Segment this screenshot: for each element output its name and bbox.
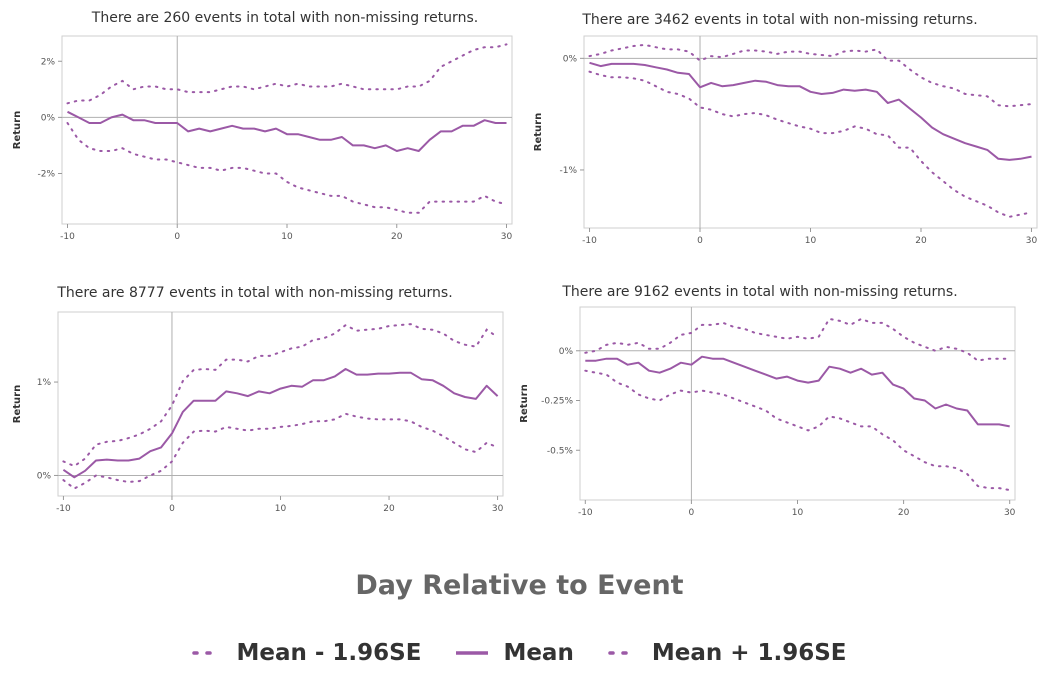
series-line-lower <box>66 122 508 214</box>
x-tick-label: 20 <box>898 508 910 518</box>
y-axis-label: Return <box>519 384 530 422</box>
series-line-mean <box>589 61 1032 161</box>
y-tick-label: 2% <box>41 57 56 67</box>
series-line-upper <box>62 323 499 468</box>
y-axis-label: Return <box>533 113 544 151</box>
legend-label-lower: Mean - 1.96SE <box>236 640 422 666</box>
series-line-upper <box>66 43 508 105</box>
series-line-mean <box>67 110 507 152</box>
legend: Mean - 1.96SE Mean Mean + 1.96SE <box>0 640 1039 666</box>
x-tick-label: -10 <box>582 236 597 246</box>
x-tick-label: 20 <box>391 232 403 242</box>
y-tick-label: -0.25% <box>541 397 573 407</box>
plot-frame <box>61 35 513 225</box>
x-tick-label: 0 <box>174 232 180 242</box>
x-tick-label: -10 <box>56 504 71 514</box>
x-tick-label: 30 <box>1026 236 1038 246</box>
y-axis-label: Return <box>12 111 23 149</box>
y-axis-label: Return <box>12 385 23 423</box>
x-tick-label: 0 <box>169 504 175 514</box>
series-line-lower <box>62 412 499 490</box>
x-tick-label: -10 <box>578 508 593 518</box>
legend-swatch-dotted-upper <box>608 648 638 658</box>
chart-panel-1: There are 260 events in total with non-m… <box>12 10 513 242</box>
series-line-upper <box>588 43 1033 108</box>
x-tick-label: 30 <box>501 232 513 242</box>
series-line-upper <box>584 317 1011 362</box>
x-tick-label: -10 <box>60 232 75 242</box>
chart-panel-3: There are 8777 events in total with non-… <box>12 285 504 514</box>
y-tick-label: -1% <box>559 166 577 176</box>
y-tick-label: -0.5% <box>547 446 574 456</box>
chart-title: There are 260 events in total with non-m… <box>91 10 478 26</box>
x-tick-label: 10 <box>281 232 293 242</box>
y-tick-label: 1% <box>37 378 52 388</box>
legend-label-upper: Mean + 1.96SE <box>651 640 847 666</box>
y-tick-label: 0% <box>563 54 578 64</box>
series-line-lower <box>588 70 1033 218</box>
legend-item-mean: Mean <box>455 640 574 666</box>
chart-title: There are 9162 events in total with non-… <box>561 284 957 300</box>
x-tick-label: 20 <box>915 236 927 246</box>
y-tick-label: 0% <box>559 347 574 357</box>
x-tick-label: 30 <box>492 504 504 514</box>
x-tick-label: 10 <box>805 236 817 246</box>
y-tick-label: 0% <box>37 471 52 481</box>
x-tick-label: 0 <box>697 236 703 246</box>
x-tick-label: 10 <box>275 504 287 514</box>
x-axis-title: Day Relative to Event <box>355 570 684 601</box>
x-tick-label: 30 <box>1004 508 1016 518</box>
series-line-mean <box>62 368 499 479</box>
legend-label-mean: Mean <box>503 640 574 666</box>
chart-panel-2: There are 3462 events in total with non-… <box>533 12 1038 246</box>
chart-panel-4: There are 9162 events in total with non-… <box>519 284 1016 518</box>
legend-item-upper: Mean + 1.96SE <box>608 640 847 666</box>
series-line-lower <box>584 369 1011 492</box>
x-tick-label: 20 <box>383 504 395 514</box>
series-line-mean <box>585 355 1010 428</box>
plot-frame <box>57 311 504 497</box>
x-tick-label: 10 <box>792 508 804 518</box>
chart-title: There are 8777 events in total with non-… <box>56 285 452 301</box>
x-tick-label: 0 <box>689 508 695 518</box>
legend-swatch-dotted <box>192 648 223 658</box>
legend-swatch-solid <box>455 648 489 658</box>
chart-title: There are 3462 events in total with non-… <box>581 12 977 28</box>
y-tick-label: -2% <box>37 169 55 179</box>
y-tick-label: 0% <box>41 113 56 123</box>
legend-item-lower: Mean - 1.96SE <box>192 640 421 666</box>
